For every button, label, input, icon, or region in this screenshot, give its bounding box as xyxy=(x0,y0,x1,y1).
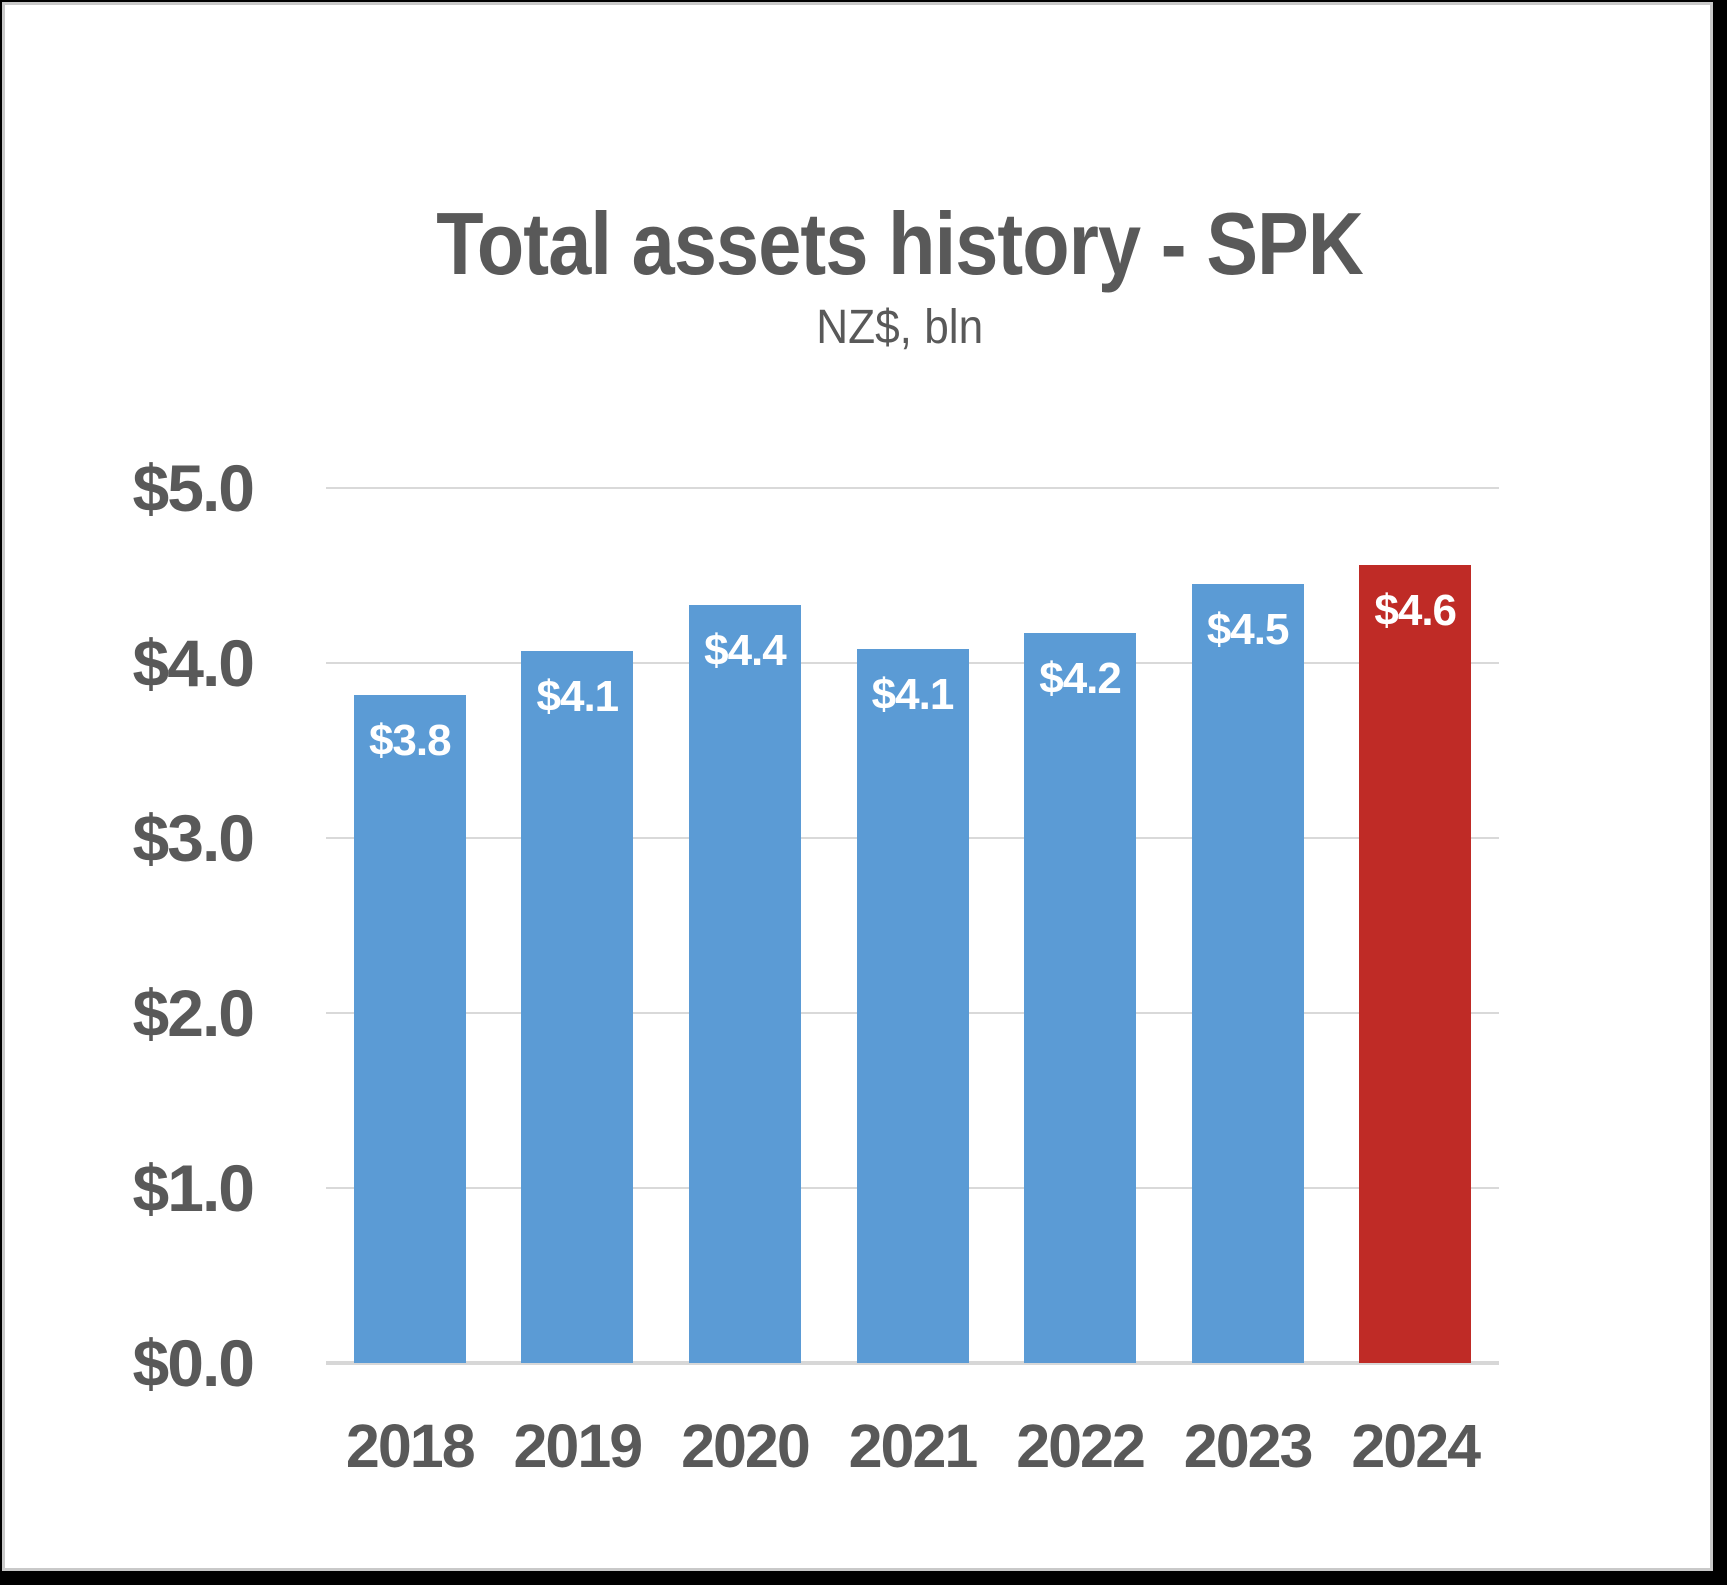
y-tick-label-2.0: $2.0 xyxy=(132,976,255,1050)
gridline-5 xyxy=(326,487,1499,489)
x-tick-label-2024: 2024 xyxy=(1351,1412,1481,1480)
bar-value-label-2021: $4.1 xyxy=(871,670,955,719)
x-tick-label-2020: 2020 xyxy=(681,1412,811,1480)
chart-subtitle: NZ$, bln xyxy=(816,300,984,354)
y-tick-label-3.0: $3.0 xyxy=(132,801,255,875)
chart-subtitle-box: NZ$, bln xyxy=(105,290,1695,364)
bar-2022: $4.2 xyxy=(1024,633,1137,1363)
bar-2019: $4.1 xyxy=(521,650,634,1363)
gridline-0 xyxy=(326,1361,1499,1365)
x-tick-label-2018: 2018 xyxy=(345,1412,476,1480)
y-tick-label-5.0: $5.0 xyxy=(132,451,255,525)
bar-2021: $4.1 xyxy=(856,649,969,1363)
x-tick-label-2023: 2023 xyxy=(1183,1412,1314,1480)
x-axis: 2018 2019 2020 2021 2022 2023 2024 xyxy=(326,1411,1499,1481)
y-tick-label-0.0: $0.0 xyxy=(132,1326,255,1400)
bar-value-label-2023: $4.5 xyxy=(1206,605,1290,655)
x-tick-label-2019: 2019 xyxy=(513,1412,643,1480)
bar-2020: $4.4 xyxy=(688,605,801,1363)
bar-value-label-2020: $4.4 xyxy=(704,626,787,676)
y-tick-label-4.0: $4.0 xyxy=(132,626,255,700)
bar-value-label-2019: $4.1 xyxy=(536,671,620,721)
bar-2018: $3.8 xyxy=(353,694,466,1363)
bar-value-label-2024: $4.6 xyxy=(1374,586,1457,635)
x-tick-label-2021: 2021 xyxy=(848,1412,979,1480)
chart-title: Total assets history - SPK xyxy=(436,194,1365,293)
bar-value-label-2022: $4.2 xyxy=(1039,654,1122,704)
bar-value-label-2018: $3.8 xyxy=(368,715,452,765)
chart-title-box: Total assets history - SPK xyxy=(105,188,1695,300)
bar-2024: $4.6 xyxy=(1359,565,1472,1363)
x-tick-label-2022: 2022 xyxy=(1016,1412,1146,1480)
y-axis: $5.0 $4.0 $3.0 $2.0 $1.0 $0.0 xyxy=(5,453,255,1398)
plot-area: $3.8 $4.1 $4.4 $4.1 $4.2 $4.5 $4.6 xyxy=(326,487,1499,1365)
bar-2023: $4.5 xyxy=(1191,584,1304,1363)
y-tick-label-1.0: $1.0 xyxy=(132,1151,255,1225)
